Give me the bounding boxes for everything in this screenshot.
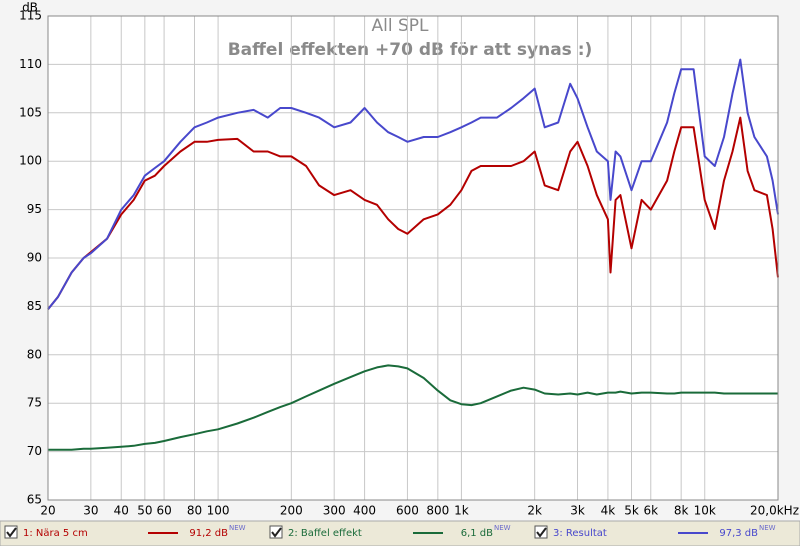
y-tick-label: 100: [19, 154, 42, 168]
y-tick-label: 85: [27, 299, 42, 313]
x-tick-label: 10k: [694, 504, 716, 518]
x-tick-label: 200: [280, 504, 303, 518]
checkmark: [271, 527, 282, 538]
chart-subtitle: Baffel effekten +70 dB för att synas :): [228, 40, 593, 60]
x-tick-label: 4k: [601, 504, 616, 518]
x-tick-label: 800: [426, 504, 449, 518]
y-tick-label: 65: [27, 493, 42, 507]
legend-checkbox[interactable]: [269, 525, 283, 539]
y-tick-label: 105: [19, 105, 42, 119]
x-tick-label: 60: [156, 504, 171, 518]
x-tick-label: 400: [353, 504, 376, 518]
y-tick-label: 75: [27, 396, 42, 410]
x-tick-label: 5k: [624, 504, 639, 518]
legend-value: 6,1 dB: [461, 528, 493, 539]
legend-badge: NEW: [494, 524, 511, 532]
x-tick-label: 8k: [674, 504, 689, 518]
series-line: [47, 58, 779, 310]
x-tick-label: 30: [83, 504, 98, 518]
legend-name: 1: Nära 5 cm: [23, 528, 88, 539]
x-tick-label: 100: [207, 504, 230, 518]
x-tick-label: 1k: [454, 504, 469, 518]
series-line: [48, 364, 778, 451]
legend-badge: NEW: [229, 524, 246, 532]
legend-badge: NEW: [759, 524, 776, 532]
x-tick-label: 20: [40, 504, 55, 518]
x-tick-label: 2k: [527, 504, 542, 518]
legend-value: 97,3 dB: [719, 528, 758, 539]
x-tick-label: 20,0kHz: [750, 504, 799, 518]
x-tick-label: 300: [323, 504, 346, 518]
legend-checkbox[interactable]: [534, 525, 548, 539]
x-tick-label: 3k: [570, 504, 585, 518]
series-line: [47, 116, 779, 310]
x-tick-label: 600: [396, 504, 419, 518]
y-axis-label: dB: [22, 1, 38, 15]
y-tick-label: 110: [19, 57, 42, 71]
x-tick-label: 80: [187, 504, 202, 518]
checkmark: [536, 527, 547, 538]
x-tick-label: 40: [114, 504, 129, 518]
legend-name: 2: Baffel effekt: [288, 528, 362, 539]
y-tick-label: 115: [19, 9, 42, 23]
y-tick-label: 95: [27, 202, 42, 216]
plot-border: [47, 15, 779, 501]
y-tick-label: 90: [27, 251, 42, 265]
y-tick-label: 80: [27, 347, 42, 361]
y-tick-label: 70: [27, 444, 42, 458]
legend-bar: [0, 520, 800, 546]
x-tick-label: 6k: [643, 504, 658, 518]
legend-value: 91,2 dB: [189, 528, 228, 539]
chart-title: All SPL: [372, 16, 430, 36]
legend-name: 3: Resultat: [553, 528, 607, 539]
legend-checkbox[interactable]: [4, 525, 18, 539]
x-tick-label: 50: [137, 504, 152, 518]
checkmark: [6, 527, 17, 538]
